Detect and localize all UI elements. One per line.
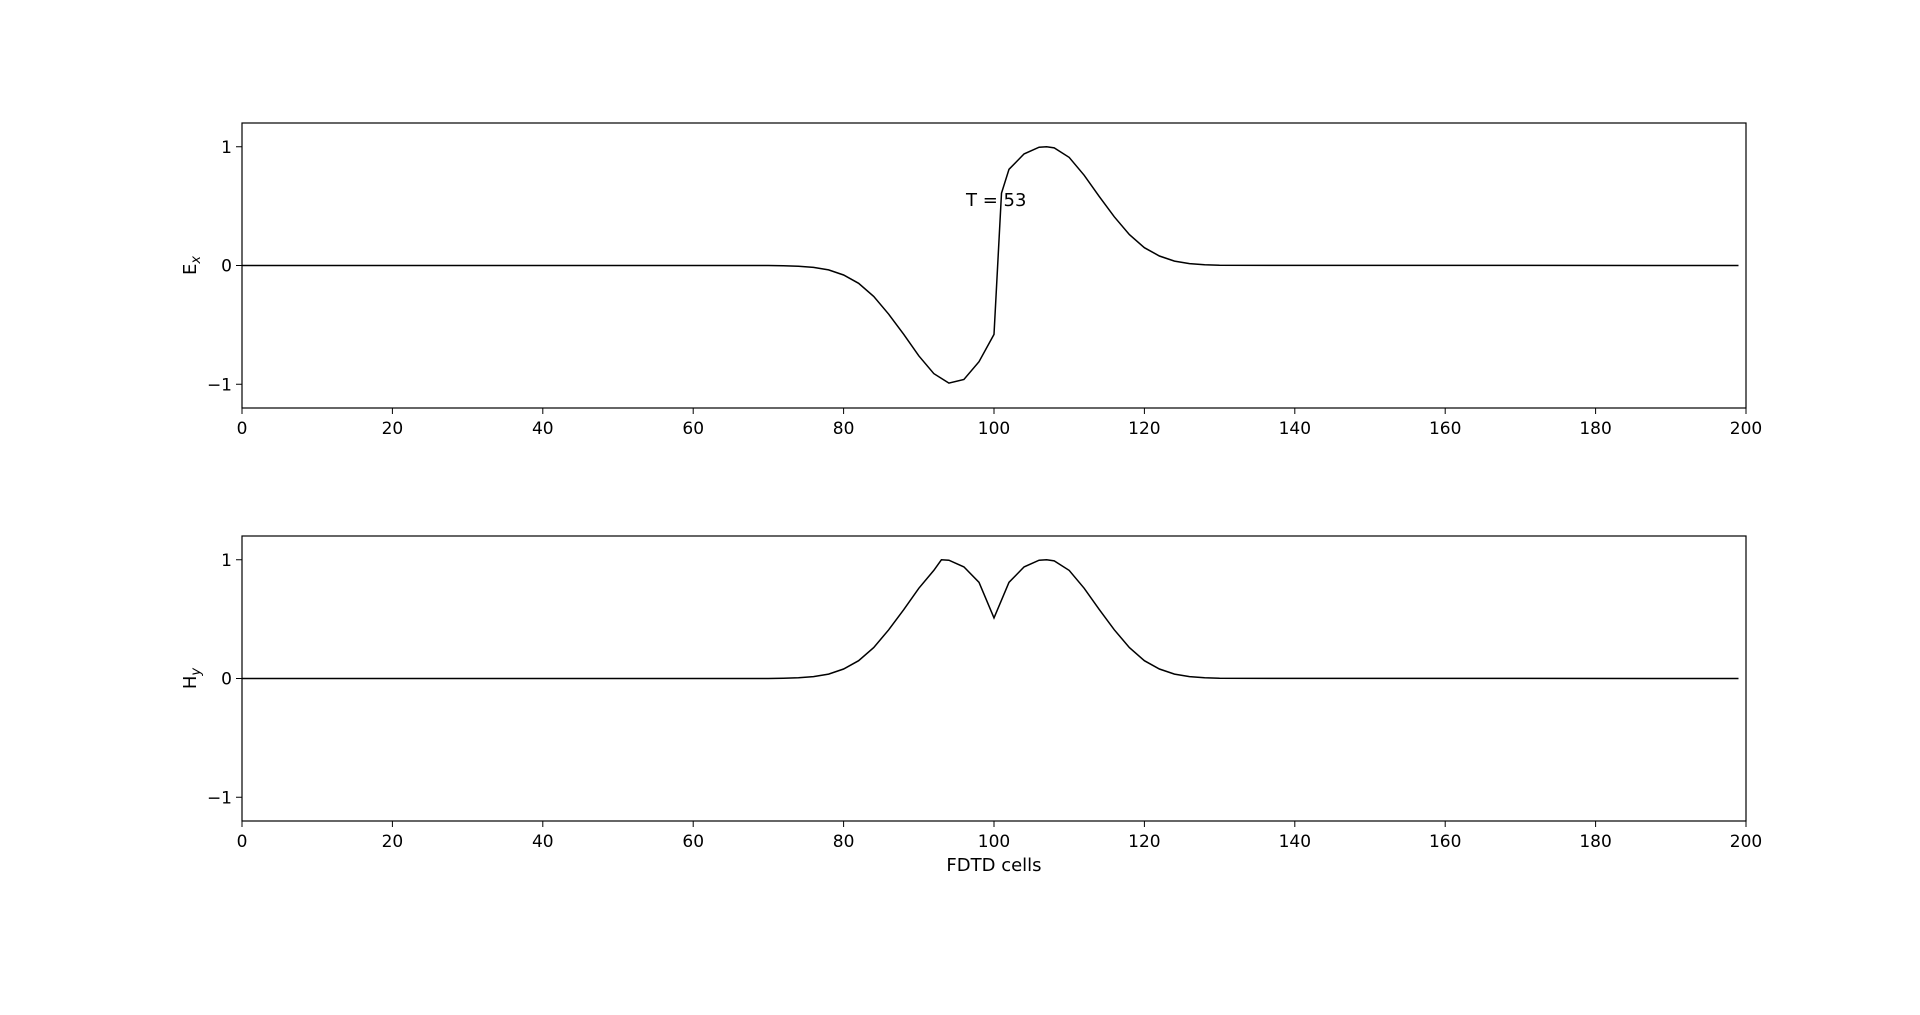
- series-line: [242, 146, 1739, 384]
- x-tick-label: 20: [382, 419, 404, 439]
- y-tick-label: −1: [207, 375, 232, 395]
- series-line: [242, 559, 1739, 680]
- x-tick-label: 160: [1429, 419, 1461, 439]
- x-tick-label: 140: [1279, 832, 1311, 852]
- subplot-2: 0 20 40 60 80 100 120 140 160 180 200 1 0 −1 Hy FDTD ce…: [180, 535, 1762, 876]
- x-tick-label: 180: [1579, 419, 1611, 439]
- x-tick-label: 140: [1279, 419, 1311, 439]
- x-tick-label: 200: [1730, 832, 1762, 852]
- y-tick-label: −1: [207, 788, 232, 808]
- time-step-annotation: T = 53: [965, 190, 1026, 211]
- y-tick-label: 0: [221, 670, 232, 690]
- x-tick-label: 0: [237, 419, 248, 439]
- x-tick-label: 0: [237, 832, 248, 852]
- x-tick-label: 200: [1730, 419, 1762, 439]
- x-tick-label: 60: [682, 419, 704, 439]
- x-axis-label: FDTD cells: [946, 855, 1041, 876]
- x-tick-label: 100: [978, 832, 1010, 852]
- x-tick-label: 40: [532, 419, 554, 439]
- y-tick-label: 0: [221, 257, 232, 277]
- x-tick-label: 120: [1128, 419, 1160, 439]
- subplot-1: 0 20 40 60 80 100 120 140 160 180 200 1 0 −1 Ex T = 53: [180, 122, 1762, 439]
- x-tick-label: 60: [682, 832, 704, 852]
- x-tick-label: 20: [382, 832, 404, 852]
- y-axis-label: Hy: [180, 668, 204, 690]
- x-tick-label: 80: [833, 419, 855, 439]
- x-tick-label: 80: [833, 832, 855, 852]
- x-tick-label: 120: [1128, 832, 1160, 852]
- y-axis-label: Ex: [180, 256, 204, 275]
- y-tick-label: 1: [221, 551, 232, 571]
- x-tick-label: 160: [1429, 832, 1461, 852]
- x-tick-label: 40: [532, 832, 554, 852]
- x-tick-label: 100: [978, 419, 1010, 439]
- x-tick-label: 180: [1579, 832, 1611, 852]
- y-tick-label: 1: [221, 138, 232, 158]
